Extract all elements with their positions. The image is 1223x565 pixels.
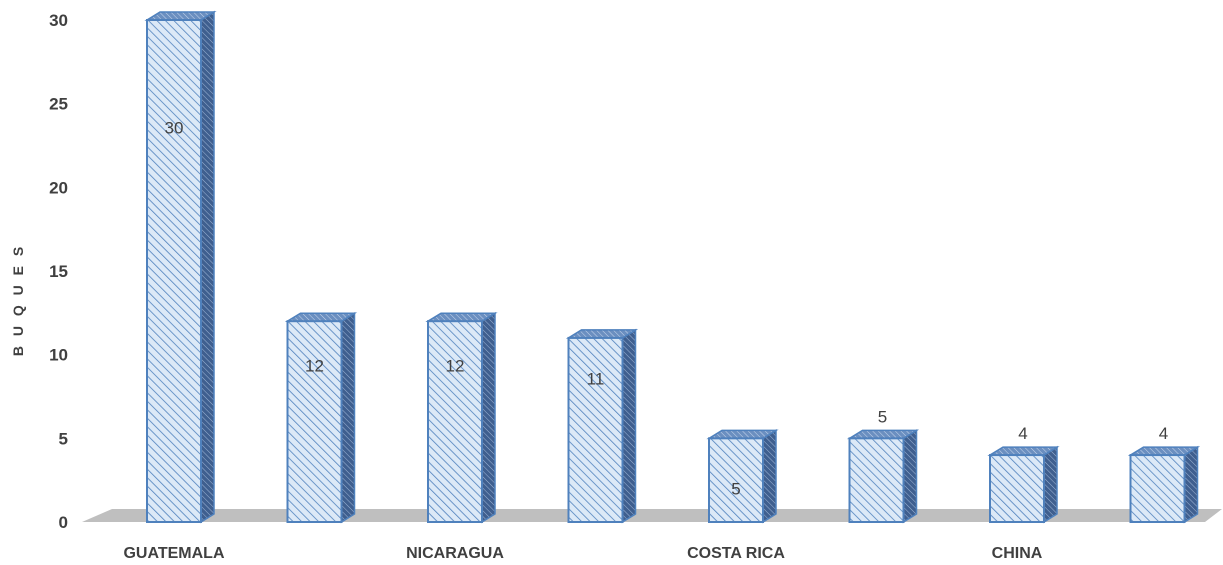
bar: [987, 445, 1060, 524]
data-label: 4: [1159, 424, 1168, 443]
bar-side: [1043, 445, 1058, 524]
y-tick-label: 5: [59, 429, 68, 448]
bar-front: [708, 437, 764, 524]
bar-top: [1127, 446, 1201, 456]
bar-top: [846, 429, 920, 440]
bar-top: [425, 312, 498, 322]
data-label: 5: [878, 407, 887, 426]
data-label: 12: [446, 356, 465, 375]
bar-side: [1183, 445, 1199, 524]
bar-front: [848, 437, 905, 524]
bar: [1127, 445, 1201, 524]
x-axis-labels: GUATEMALA NICARAGUA COSTA RICA CHINA: [123, 545, 1042, 562]
data-labels: 30 12 12 11 5 5 4 4: [165, 118, 1169, 498]
bar-side: [621, 328, 637, 524]
y-axis-label: B U Q U E S: [10, 244, 26, 356]
bar-side: [902, 428, 918, 524]
y-tick-label: 25: [49, 95, 68, 114]
y-axis-ticks: 0 5 10 15 20 25 30: [49, 11, 68, 532]
data-label: 12: [305, 356, 324, 375]
bar: [425, 311, 498, 524]
y-tick-label: 0: [59, 513, 68, 532]
bar-side: [200, 10, 215, 524]
y-tick-label: 15: [49, 262, 68, 281]
bar-side: [340, 311, 356, 524]
bar-front: [989, 454, 1045, 524]
y-tick-label: 10: [49, 346, 68, 365]
data-label: 4: [1018, 424, 1027, 443]
bar-front: [146, 19, 202, 523]
bar-side: [481, 311, 496, 524]
bar: [144, 10, 217, 524]
bar: [565, 328, 639, 524]
chart-floor: [82, 509, 1222, 522]
x-tick-label: GUATEMALA: [123, 545, 224, 562]
bar-front: [286, 320, 343, 524]
bar-side: [762, 428, 777, 524]
x-tick-label: NICARAGUA: [406, 545, 504, 562]
y-tick-label: 30: [49, 11, 68, 30]
data-label: 5: [731, 480, 740, 499]
data-label: 11: [587, 370, 605, 389]
bar-top: [706, 429, 779, 440]
bar-top: [144, 11, 217, 21]
x-tick-label: CHINA: [992, 545, 1043, 562]
bars: [144, 10, 1201, 524]
bar-front: [567, 336, 624, 523]
bar-top: [987, 446, 1060, 456]
bar: [706, 428, 779, 524]
y-tick-label: 20: [49, 178, 68, 197]
bar-front: [427, 320, 483, 524]
x-tick-label: COSTA RICA: [687, 545, 785, 562]
bar-top: [565, 329, 639, 339]
data-label: 30: [165, 118, 184, 137]
bar: [284, 311, 358, 524]
bar-top: [284, 312, 358, 322]
bar: [846, 428, 920, 524]
bar-front: [1129, 454, 1186, 524]
